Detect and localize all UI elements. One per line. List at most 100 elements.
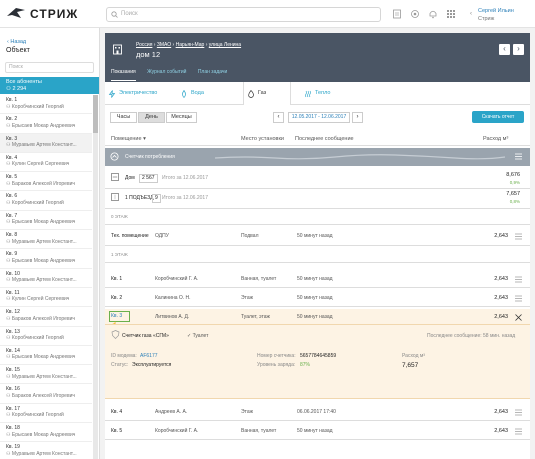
- object-header: Россия › ЗМАО › Нарьян-Мар › улица Ленин…: [105, 33, 530, 105]
- breadcrumb-country[interactable]: Россия: [136, 42, 153, 48]
- global-search-input[interactable]: Поиск: [106, 7, 381, 22]
- sidebar-item-label: Кв. 17: [6, 405, 20, 412]
- period-hours-button[interactable]: Часы: [110, 112, 137, 123]
- sidebar-item-owner: ⚇ Коробчинский Георгий: [6, 104, 92, 111]
- prev-object-button[interactable]: ‹: [499, 44, 510, 55]
- sidebar-item-apartment[interactable]: Кв. 15 ⚇ Муравьев Артем Констант...: [0, 365, 92, 385]
- divider: [105, 208, 530, 209]
- sidebar-item-apartment[interactable]: Кв. 2 ⚇ Ерысаев Мокар Андреевич: [0, 114, 92, 134]
- sidebar-item-owner: ⚇ Ерысаев Мокар Андреевич: [6, 219, 92, 226]
- sidebar-scrollbar-thumb[interactable]: [93, 95, 98, 133]
- user-menu[interactable]: Сергей Ильин Стриж: [478, 7, 514, 23]
- sidebar-item-apartment[interactable]: Кв. 14 ⚇ Ерысаев Мокар Андреевич: [0, 346, 92, 366]
- person-icon: ⚇: [6, 199, 12, 206]
- modem-id-value[interactable]: AF6177: [140, 353, 158, 359]
- sidebar-item-owner: ⚇ Кулин Сергей Сергеевич: [6, 296, 92, 303]
- close-icon[interactable]: [515, 314, 522, 321]
- sidebar-item-apartment[interactable]: Кв. 10 ⚇ Муравьев Артем Констант...: [0, 269, 92, 288]
- sidebar-item-owner: ⚇ Бараков Алексей Игоревич: [6, 316, 92, 323]
- user-org: Стриж: [478, 16, 495, 22]
- serial-label: Номер счетчика:: [257, 353, 296, 359]
- sidebar-item-apartment[interactable]: Кв. 19 ⚇ Муравьев Артем Констант...: [0, 442, 92, 459]
- back-link[interactable]: ‹ Назад: [7, 39, 27, 45]
- resource-tab-water[interactable]: Вода: [177, 82, 237, 105]
- row-room[interactable]: Кв. 2: [111, 295, 123, 301]
- tab-tasks[interactable]: План задачи: [197, 69, 228, 75]
- hamburger-menu-icon[interactable]: [515, 428, 522, 435]
- sidebar-item-apartment[interactable]: Кв. 17 ⚇ Коробчинский Георгий: [0, 404, 92, 424]
- settings-icon[interactable]: [410, 9, 420, 19]
- sidebar-item-label: Кв. 15: [6, 367, 20, 374]
- period-months-button[interactable]: Месяцы: [166, 112, 197, 123]
- sidebar-item-owner: ⚇ Муравьев Артем Констант...: [6, 451, 92, 458]
- col-usage-header: Расход м³: [483, 136, 509, 142]
- all-subscribers-item[interactable]: Все абоненты ⚇ 2 294: [0, 77, 99, 94]
- sidebar-scrollbar[interactable]: [93, 95, 98, 459]
- sidebar-item-apartment[interactable]: Кв. 5 ⚇ Бараков Алексей Игоревич: [0, 172, 92, 192]
- person-icon: ⚇: [6, 122, 12, 129]
- breadcrumb-region[interactable]: ЗМАО: [156, 42, 172, 48]
- col-room-header[interactable]: Помещение ▾: [111, 136, 146, 142]
- entrance-label: 1 ПОДЪЕЗД: [125, 195, 154, 201]
- sidebar-item-label: Кв. 14: [6, 347, 20, 354]
- tab-event-log[interactable]: Журнал событий: [147, 69, 187, 75]
- sidebar-item-apartment[interactable]: Кв. 4 ⚇ Кулин Сергей Сергеевич: [0, 153, 92, 173]
- document-icon[interactable]: [392, 9, 402, 19]
- sidebar-item-owner-name: Муравьев Артем Констант...: [11, 238, 77, 245]
- resource-tab-electricity[interactable]: Электричество: [105, 82, 167, 105]
- user-menu-chevron-icon[interactable]: ‹: [470, 11, 472, 17]
- heat-waves-icon: [305, 90, 311, 98]
- hamburger-menu-icon[interactable]: [515, 233, 522, 240]
- sidebar-search-input[interactable]: Поиск: [5, 62, 94, 73]
- row-room[interactable]: Кв. 5: [111, 428, 123, 434]
- next-object-button[interactable]: ›: [513, 44, 524, 55]
- row-value: 2,643: [494, 295, 508, 301]
- sidebar-item-apartment[interactable]: Кв. 12 ⚇ Бараков Алексей Игоревич: [0, 307, 92, 327]
- usage-label: Расход м³: [402, 353, 425, 359]
- hamburger-menu-icon[interactable]: [515, 409, 522, 416]
- breadcrumb-street[interactable]: улица Ленина: [208, 42, 242, 48]
- date-range-picker[interactable]: 12.05.2017 - 12.06.2017: [288, 112, 350, 123]
- sidebar-item-apartment[interactable]: Кв. 7 ⚇ Ерысаев Мокар Андреевич: [0, 211, 92, 231]
- sidebar-item-label: Кв. 5: [6, 174, 18, 181]
- hamburger-menu-icon[interactable]: [515, 276, 522, 283]
- tech-room[interactable]: Тех. помещение: [111, 233, 149, 239]
- user-name: Сергей Ильин: [478, 8, 514, 14]
- sidebar-item-apartment[interactable]: Кв. 16 ⚇ Бараков Алексей Игоревич: [0, 384, 92, 404]
- date-next-button[interactable]: ›: [352, 112, 363, 123]
- hamburger-menu-icon[interactable]: [515, 295, 522, 302]
- bell-icon[interactable]: [428, 9, 438, 19]
- sidebar-item-apartment[interactable]: Кв. 11 ⚇ Кулин Сергей Сергеевич: [0, 288, 92, 308]
- selected-room-badge[interactable]: Кв. 3 ☝: [109, 311, 130, 328]
- apps-grid-icon[interactable]: [446, 9, 456, 19]
- floor-0-label: 0 ЭТАЖ: [111, 214, 128, 219]
- download-report-button[interactable]: Скачать отчет: [472, 111, 524, 123]
- row-last: 50 минут назад: [297, 314, 333, 320]
- sidebar-item-label: Кв. 16: [6, 386, 20, 393]
- row-owner: Андреев А. А.: [155, 409, 188, 415]
- breadcrumb-city[interactable]: Нарьян-Мар: [175, 42, 205, 48]
- sidebar-item-apartment[interactable]: Кв. 1 ⚇ Коробчинский Георгий: [0, 95, 92, 115]
- period-day-button[interactable]: День: [138, 112, 165, 123]
- search-placeholder: Поиск: [121, 11, 138, 17]
- sidebar-item-apartment[interactable]: Кв. 8 ⚇ Муравьев Артем Констант...: [0, 230, 92, 250]
- resource-tab-gas[interactable]: Газ: [243, 82, 291, 105]
- sidebar-item-apartment[interactable]: Кв. 3 ⚇ Муравьев Артем Констант...: [0, 133, 92, 153]
- usage-value: 7,657: [402, 362, 419, 369]
- person-icon: ⚇: [6, 392, 12, 399]
- sidebar-item-label: Кв. 19: [6, 444, 20, 451]
- sidebar-item-apartment[interactable]: Кв. 13 ⚇ Коробчинский Георгий: [0, 327, 92, 346]
- date-prev-button[interactable]: ‹: [273, 112, 284, 123]
- sidebar-item-apartment[interactable]: Кв. 18 ⚇ Ерысаев Мокар Андреевич: [0, 423, 92, 443]
- hamburger-menu-icon[interactable]: [515, 153, 522, 160]
- sidebar-item-label: Кв. 18: [6, 425, 20, 432]
- tab-readings[interactable]: Показания: [111, 69, 136, 81]
- logo[interactable]: СТРИЖ: [6, 6, 78, 22]
- resource-tab-heat[interactable]: Тепло: [301, 82, 361, 105]
- row-room[interactable]: Кв. 4: [111, 409, 123, 415]
- sidebar-item-apartment[interactable]: Кв. 9 ⚇ Ерысаев Мокар Андреевич: [0, 249, 92, 269]
- sidebar-item-apartment[interactable]: Кв. 6 ⚇ Коробчинский Георгий: [0, 191, 92, 211]
- row-room[interactable]: Кв. 1: [111, 276, 123, 282]
- meter-group-row[interactable]: Счетчик потребления: [105, 148, 530, 166]
